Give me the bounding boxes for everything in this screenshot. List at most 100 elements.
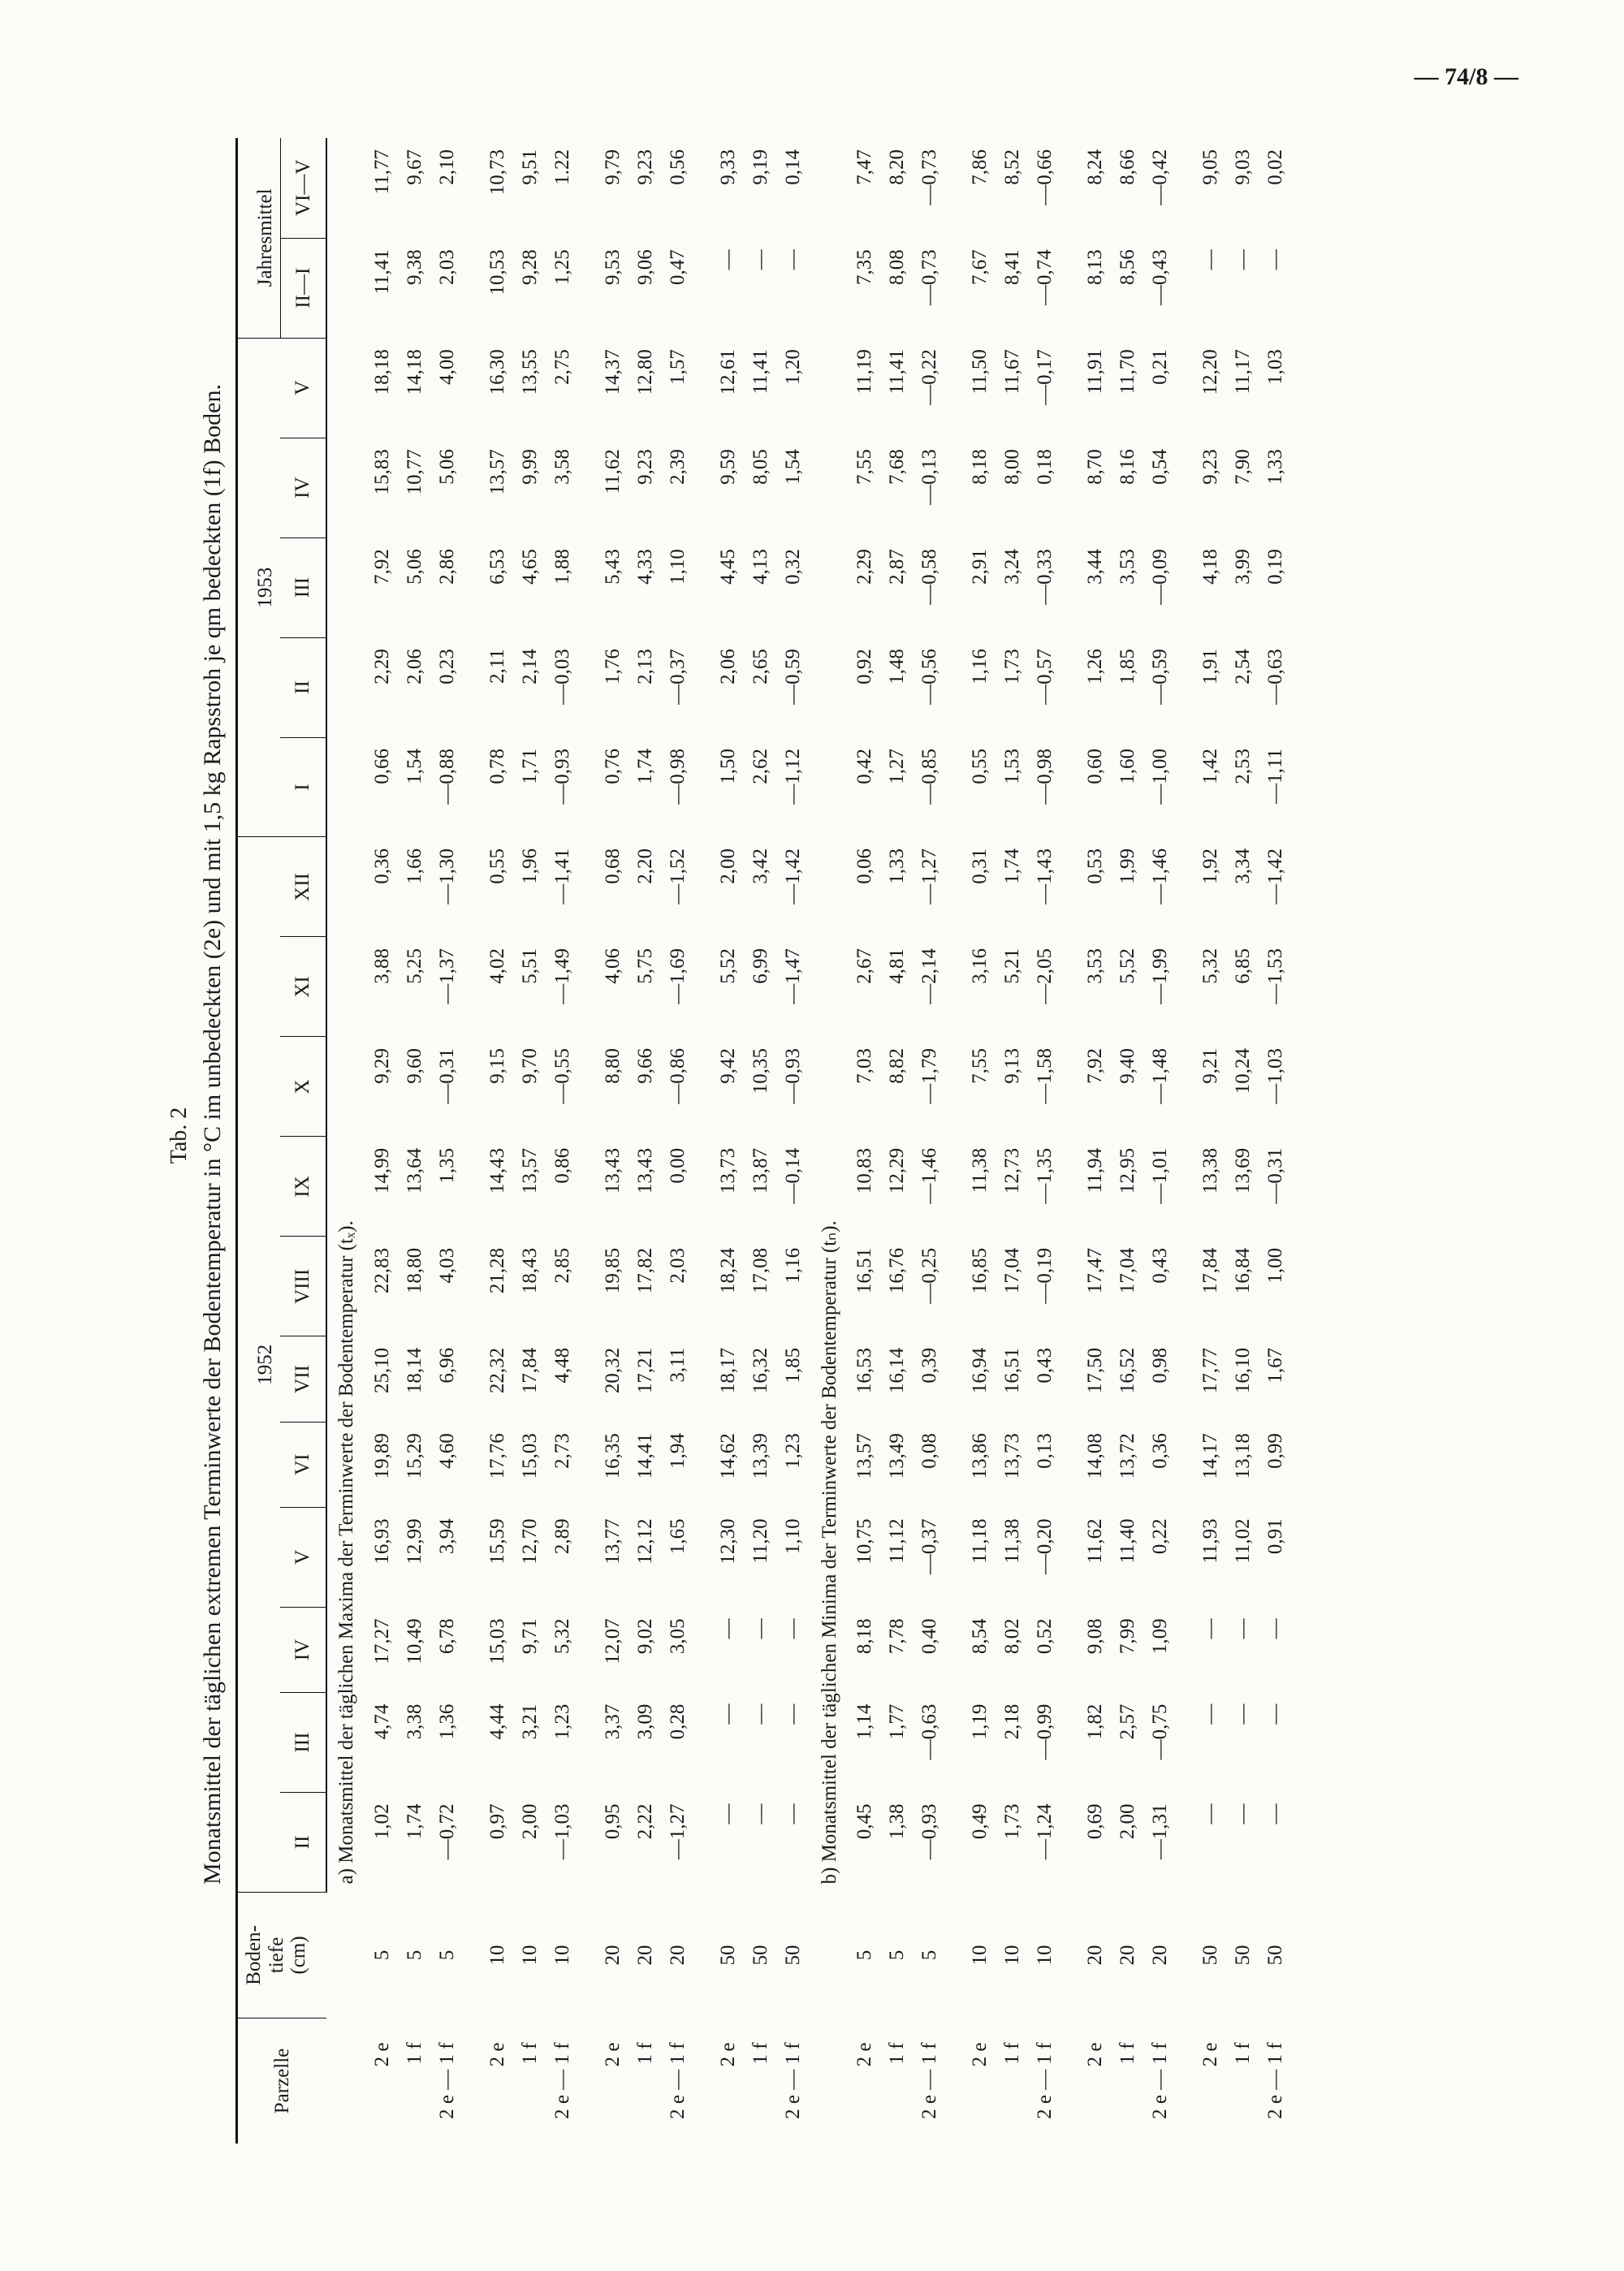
value: 2,86 <box>436 549 458 585</box>
parzelle: 1 f <box>1001 2042 1023 2065</box>
value: 7,92 <box>1084 1047 1106 1084</box>
value: 0,21 <box>1149 349 1171 385</box>
value: —0,98 <box>1034 749 1056 805</box>
value: 7,78 <box>886 1618 908 1655</box>
value: 0,43 <box>1034 1347 1056 1384</box>
header-parzelle: Parzelle <box>270 2048 293 2114</box>
value: —1,12 <box>782 749 804 805</box>
value: —0,74 <box>1034 249 1056 305</box>
value: —0,99 <box>1034 1703 1056 1760</box>
column-header: V <box>280 1507 326 1608</box>
value: 11,50 <box>969 349 991 395</box>
tiefe: 5 <box>886 1949 908 1961</box>
tiefe: 20 <box>1116 1945 1138 1966</box>
data-row: 1 f 20 2,00 2,57 7,99 11,40 13,72 16,52 17,04 12,… <box>1112 138 1144 2144</box>
value: —0,19 <box>1034 1247 1056 1304</box>
value: 18,18 <box>371 349 393 395</box>
value: 11,38 <box>1001 1518 1023 1564</box>
value: 17,77 <box>1199 1347 1221 1394</box>
value: 6,85 <box>1232 948 1254 984</box>
value: 16,51 <box>1001 1347 1023 1394</box>
value: 2,54 <box>1232 649 1254 684</box>
column-header: XII <box>280 837 326 937</box>
parzelle: 1 f <box>749 2042 771 2065</box>
value: —0,56 <box>918 649 940 705</box>
value: 7,55 <box>853 449 875 485</box>
value: 17,04 <box>1116 1247 1138 1294</box>
header-row: Parzelle Boden-tiefe (cm) 1952 1953 Jahresmit… <box>236 138 326 2144</box>
value: 5,75 <box>634 948 656 984</box>
tiefe: 50 <box>1264 1945 1286 1966</box>
value: 16,85 <box>969 1247 991 1294</box>
header-year: 1952 <box>236 837 280 1893</box>
value: —0,93 <box>782 1047 804 1104</box>
value: — <box>1232 1803 1254 1824</box>
value: —0,88 <box>436 749 458 805</box>
value: 1,77 <box>886 1703 908 1740</box>
value: 16,76 <box>886 1247 908 1294</box>
parzelle: 1 f <box>519 2042 541 2065</box>
tiefe: 20 <box>1149 1945 1171 1966</box>
value: 12,95 <box>1116 1147 1138 1194</box>
value: 9,60 <box>404 1047 425 1084</box>
data-row: 1 f 50 — — — 11,02 13,18 16,10 16,84 13,69 10,24 6,… <box>1227 138 1259 2144</box>
value: 16,53 <box>853 1347 875 1394</box>
value: 3,42 <box>749 848 771 884</box>
value: 1,33 <box>886 848 908 884</box>
value: 1,74 <box>1001 848 1023 884</box>
value: — <box>782 1703 804 1725</box>
value: — <box>1232 1618 1254 1639</box>
data-row: 1 f 20 2,22 3,09 9,02 12,12 14,41 17,21 17,82 13,… <box>629 138 662 2144</box>
value: 9,42 <box>717 1047 739 1084</box>
section-spacer <box>810 1893 849 2144</box>
value: 20,32 <box>602 1347 624 1394</box>
value: — <box>749 1803 771 1824</box>
value: 3,11 <box>667 1347 689 1383</box>
value: 0,52 <box>1034 1618 1056 1655</box>
column-header: VI—V <box>280 138 326 239</box>
header-tiefe-line: (cm) <box>287 1936 309 1975</box>
value: 1,50 <box>717 749 739 784</box>
value: 4,74 <box>371 1703 393 1740</box>
value: 3,24 <box>1001 549 1023 585</box>
tiefe: 10 <box>1034 1945 1056 1966</box>
value: — <box>717 249 739 270</box>
value: —1,27 <box>918 848 940 905</box>
value: 5,52 <box>717 948 739 984</box>
value: 1,36 <box>436 1703 458 1740</box>
value: 4,60 <box>436 1433 458 1469</box>
value: 1,57 <box>667 349 689 385</box>
parzelle: 2 e — 1 f <box>551 2042 573 2119</box>
value: 10,77 <box>404 449 425 495</box>
value: 18,24 <box>717 1247 739 1294</box>
value: 16,94 <box>969 1347 991 1394</box>
value: 2,65 <box>749 649 771 684</box>
value: 2,57 <box>1116 1703 1138 1740</box>
value: 14,08 <box>1084 1433 1106 1479</box>
value: —0,98 <box>667 749 689 805</box>
data-row: 2 e — 1 f 5 —0,93 —0,63 0,40 —0,37 0,08 0,39 —0,… <box>914 138 946 2144</box>
column-header: III <box>280 538 326 638</box>
value: 6,96 <box>436 1347 458 1384</box>
table-head: Parzelle Boden-tiefe (cm) 1952 1953 Jahresmit… <box>236 138 326 2144</box>
value: 8,80 <box>602 1047 624 1084</box>
tiefe: 10 <box>969 1945 991 1966</box>
value: 2,73 <box>551 1433 573 1469</box>
value: 9,51 <box>519 149 541 185</box>
value: —1,46 <box>1149 848 1171 905</box>
value: —1,46 <box>918 1147 940 1204</box>
value: 16,84 <box>1232 1247 1254 1294</box>
value: 14,41 <box>634 1433 656 1479</box>
section-row: a) Monatsmittel der täglichen Maxima der… <box>326 138 366 2144</box>
value: —1,24 <box>1034 1803 1056 1860</box>
value: 14,37 <box>602 349 624 395</box>
value: 1,16 <box>969 649 991 684</box>
value: 9,29 <box>371 1047 393 1084</box>
value: — <box>1199 1703 1221 1725</box>
value: 13,57 <box>519 1147 541 1194</box>
value: 11,41 <box>371 249 393 295</box>
value: —0,37 <box>918 1518 940 1575</box>
value: 2,53 <box>1232 749 1254 784</box>
value: 3,37 <box>602 1703 624 1740</box>
value: —0,72 <box>436 1803 458 1860</box>
